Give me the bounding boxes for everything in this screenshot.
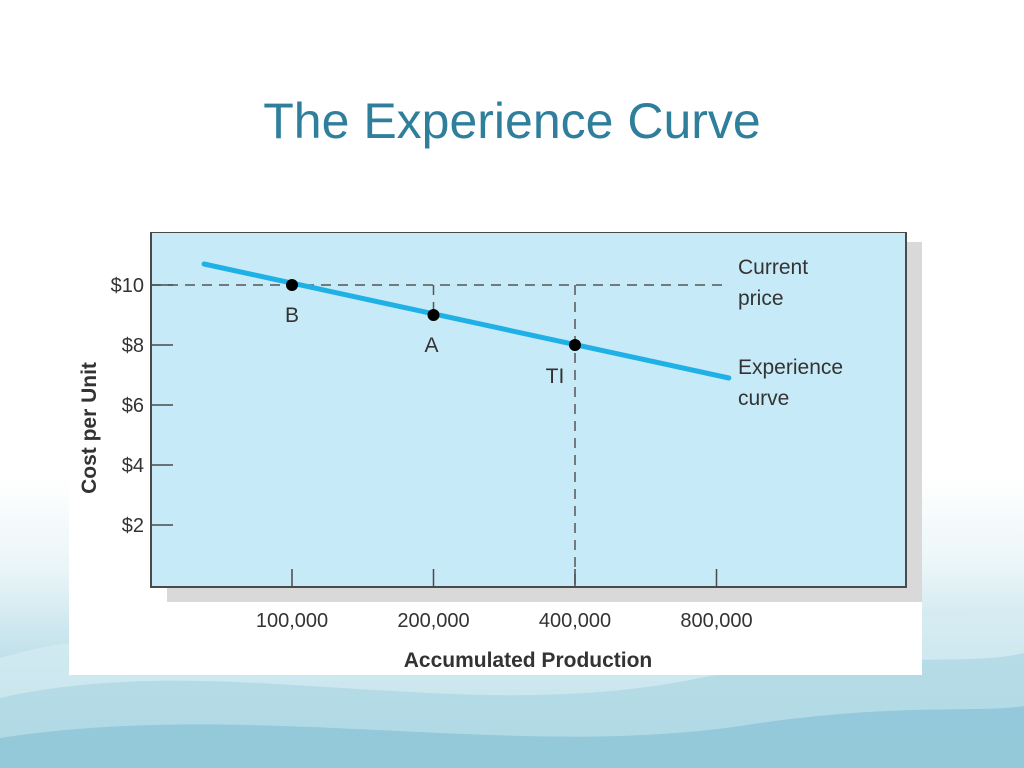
x-tick-label: 100,000 <box>256 610 328 632</box>
y-tick-label: $4 <box>122 455 144 477</box>
current-price-label: price <box>738 287 784 310</box>
experience-curve-label: Experience <box>738 356 843 379</box>
chart-panel: $2 $4 $6 $8 $10 100,000 200,000 400,000 800,000 A… <box>69 232 922 675</box>
plot-area <box>150 232 907 588</box>
x-axis-label: Accumulated Production <box>404 649 653 672</box>
current-price-label: Current <box>738 256 808 279</box>
x-tick-label: 200,000 <box>397 610 469 632</box>
point-label-b: B <box>285 304 299 327</box>
y-tick-label: $2 <box>122 515 144 537</box>
point-a <box>427 309 440 321</box>
point-label-ti: TI <box>546 365 565 388</box>
y-tick-label: $8 <box>122 335 144 357</box>
y-tick-label: $6 <box>122 395 144 417</box>
point-ti <box>569 339 581 351</box>
x-tick-label: 800,000 <box>680 610 752 632</box>
point-b <box>286 279 298 291</box>
slide-title: The Experience Curve <box>263 93 761 149</box>
point-label-a: A <box>424 334 438 357</box>
y-axis-label: Cost per Unit <box>78 362 101 494</box>
experience-curve-label: curve <box>738 387 789 410</box>
y-tick-label: $10 <box>111 275 144 297</box>
experience-curve-chart: $2 $4 $6 $8 $10 100,000 200,000 400,000 800,000 A… <box>78 232 922 672</box>
x-tick-label: 400,000 <box>539 610 611 632</box>
